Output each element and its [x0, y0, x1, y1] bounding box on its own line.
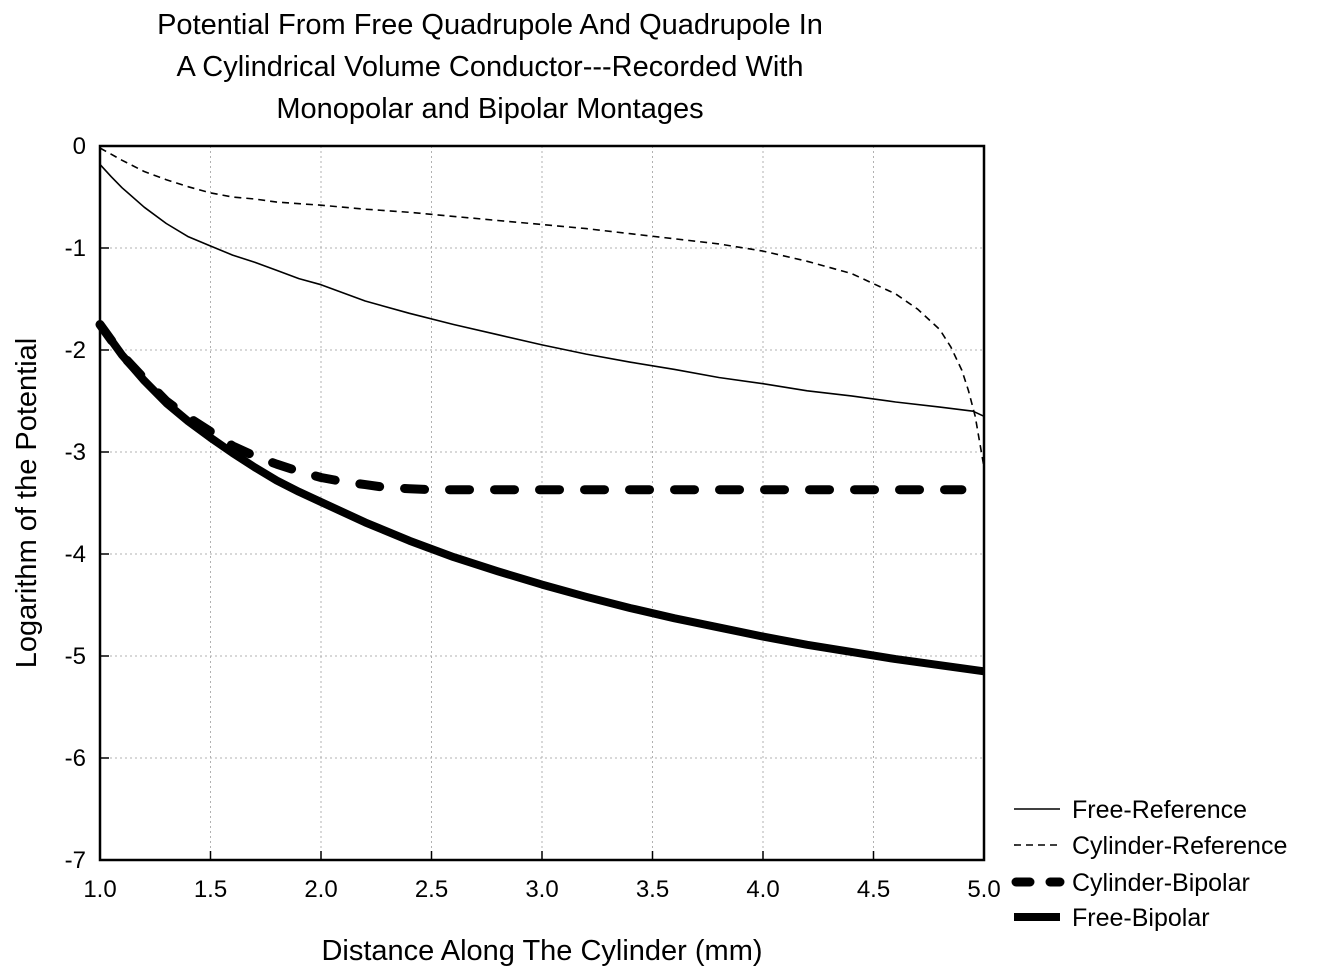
- y-tick-label: 0: [73, 133, 86, 160]
- chart-title: Potential From Free Quadrupole And Quadr…: [20, 4, 960, 130]
- legend-label-cylinder-bipolar: Cylinder-Bipolar: [1072, 869, 1250, 897]
- y-tick-label: -3: [65, 439, 86, 466]
- series-line-cylinder-reference: [99, 147, 985, 468]
- x-tick-label: 3.5: [636, 876, 669, 903]
- series-line-free-bipolar: [96, 322, 985, 676]
- tick-layer: 1.0 1.5 2.0 2.5 3.0 3.5 4.0 4.5 5.0 0 -1 -2 -3 -4 -5 -6…: [65, 133, 1001, 903]
- series-layer: [95, 147, 985, 676]
- series-line-free-reference: [99, 163, 985, 418]
- legend-label-cylinder-reference: Cylinder-Reference: [1072, 832, 1287, 860]
- chart-title-line-3: Monopolar and Bipolar Montages: [276, 93, 704, 125]
- y-tick-label: -7: [65, 847, 86, 874]
- x-tick-label: 1.5: [194, 876, 227, 903]
- y-tick-label: -6: [65, 745, 86, 772]
- x-tick-label: 5.0: [967, 876, 1000, 903]
- x-tick-label: 2.5: [415, 876, 448, 903]
- y-tick-label: -4: [65, 541, 86, 568]
- y-tick-label: -5: [65, 643, 86, 670]
- x-tick-label: 2.0: [304, 876, 337, 903]
- grid-layer: [100, 146, 984, 860]
- legend: Free-Reference Cylinder-Reference Cylinder…: [1011, 796, 1287, 932]
- legend-label-free-bipolar: Free-Bipolar: [1072, 904, 1210, 932]
- x-tick-label: 3.0: [525, 876, 558, 903]
- chart-title-line-1: Potential From Free Quadrupole And Quadr…: [157, 9, 823, 41]
- y-tick-label: -1: [65, 235, 86, 262]
- series-line-cylinder-bipolar: [95, 320, 967, 495]
- legend-label-free-reference: Free-Reference: [1072, 796, 1247, 824]
- x-tick-label: 4.5: [857, 876, 890, 903]
- x-tick-label: 1.0: [83, 876, 116, 903]
- x-axis-title: Distance Along The Cylinder (mm): [321, 935, 762, 967]
- y-tick-label: -2: [65, 337, 86, 364]
- x-tick-label: 4.0: [746, 876, 779, 903]
- chart-title-line-2: A Cylindrical Volume Conductor---Recorde…: [176, 51, 804, 83]
- y-axis-title: Logarithm of the Potential: [11, 338, 43, 668]
